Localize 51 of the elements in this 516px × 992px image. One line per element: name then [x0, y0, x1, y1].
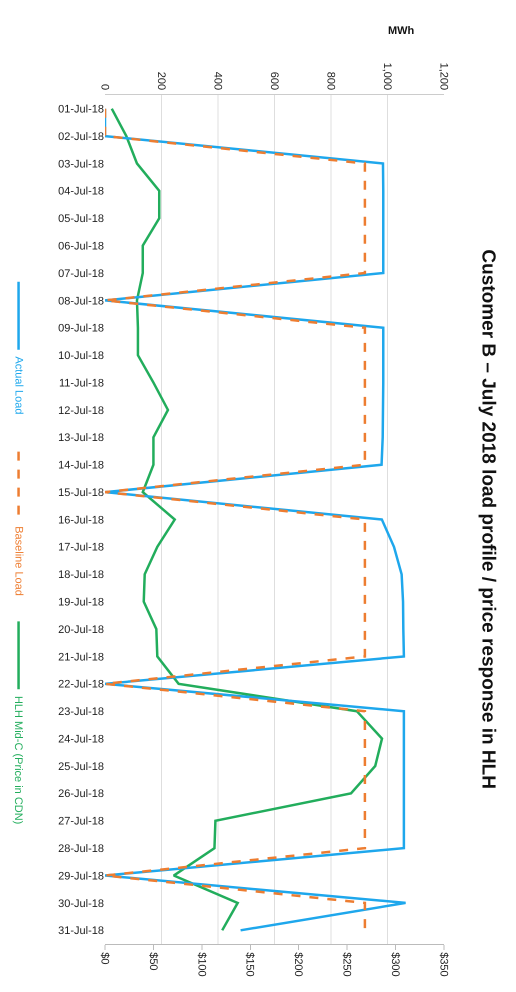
y-tick-label: 09-Jul-18 [58, 322, 104, 335]
x-tick-label: $250 [340, 952, 353, 977]
y-tick-label: 23-Jul-18 [58, 706, 104, 718]
y-tick-label: 11-Jul-18 [58, 377, 104, 390]
y-tick-label: 17-Jul-18 [58, 542, 104, 554]
x2-tick-label: 200 [154, 72, 167, 90]
y-tick-label: 03-Jul-18 [58, 158, 104, 170]
text: Actual Load [12, 356, 24, 414]
x-tick-label: $200 [292, 952, 304, 977]
x2-tick-label: 1,200 [437, 62, 450, 90]
y-tick-label: 22-Jul-18 [58, 678, 104, 691]
y-tick-label: 18-Jul-18 [58, 569, 104, 582]
x2-tick-label: 800 [324, 72, 336, 90]
x2-axis-title: MWh [388, 25, 415, 37]
y-tick-label: 26-Jul-18 [58, 788, 104, 800]
y-tick-label: 30-Jul-18 [58, 898, 104, 910]
y-tick-label: 10-Jul-18 [58, 350, 104, 362]
y-tick-label: 02-Jul-18 [58, 130, 104, 143]
y-tick-label: 27-Jul-18 [58, 816, 104, 828]
y-tick-label: 13-Jul-18 [58, 432, 104, 444]
y-tick-label: 04-Jul-18 [58, 186, 104, 198]
y-tick-label: 14-Jul-18 [58, 460, 104, 472]
y-tick-label: 08-Jul-18 [58, 295, 104, 308]
y-tick-label: 01-Jul-18 [58, 104, 104, 116]
y-tick-label: 29-Jul-18 [58, 870, 104, 882]
text: HLH Mid-C (Price in CDN) [12, 696, 24, 824]
x2-tick-label: 0 [98, 84, 110, 90]
text: Baseline Load [12, 526, 24, 596]
y-tick-label: 05-Jul-18 [58, 213, 104, 226]
y-tick-label: 20-Jul-18 [58, 624, 104, 636]
y-tick-label: 15-Jul-18 [58, 486, 104, 499]
x2-tick-label: 600 [268, 72, 280, 90]
y-tick-label: 07-Jul-18 [58, 268, 104, 280]
y-tick-label: 28-Jul-18 [58, 843, 104, 855]
y-tick-label: 21-Jul-18 [58, 651, 104, 664]
text: Customer B – July 2018 load profile / price response in HLH [478, 249, 499, 789]
x-tick-label: $300 [388, 952, 401, 977]
y-tick-label: 06-Jul-18 [58, 240, 104, 252]
y-tick-label: 12-Jul-18 [58, 404, 104, 417]
x2-tick-label: 1,000 [380, 62, 393, 90]
y-tick-label: 19-Jul-18 [58, 596, 104, 609]
x-tick-label: $150 [244, 952, 256, 977]
y-tick-label: 31-Jul-18 [58, 925, 104, 938]
x-tick-label: $0 [98, 952, 110, 964]
x-tick-label: $50 [146, 952, 159, 971]
x2-tick-label: 400 [211, 72, 224, 90]
y-tick-label: 16-Jul-18 [58, 514, 104, 526]
x-tick-label: $350 [437, 952, 450, 977]
x-tick-label: $100 [195, 952, 208, 977]
y-tick-label: 25-Jul-18 [58, 760, 104, 773]
y-tick-label: 24-Jul-18 [58, 733, 104, 746]
